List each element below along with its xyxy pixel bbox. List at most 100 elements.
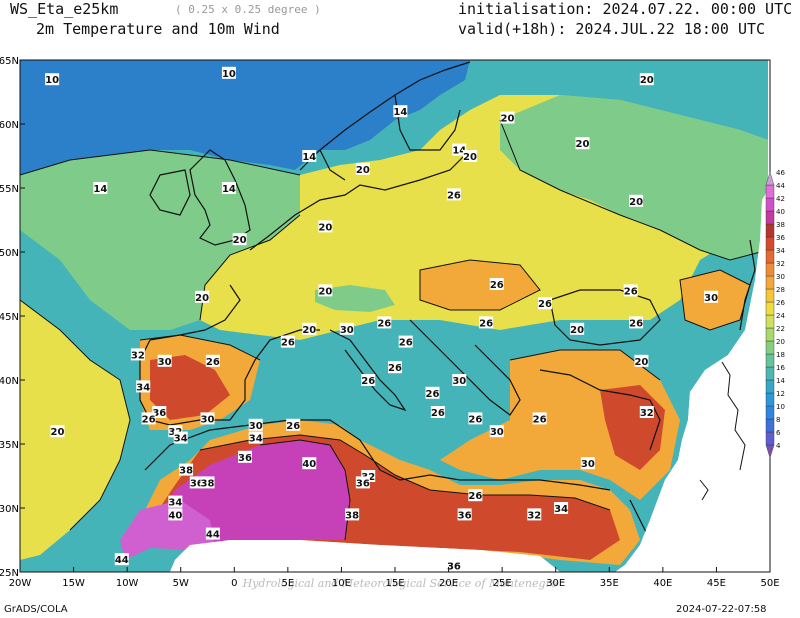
lat-tick-label: 35N	[0, 440, 19, 451]
contour-label: 30	[201, 414, 215, 425]
contour-label-bg	[639, 73, 654, 86]
contour-label-bg	[489, 425, 504, 438]
contour-label: 26	[447, 190, 461, 201]
contour-label: 26	[206, 357, 220, 368]
contour-label-bg	[157, 354, 172, 367]
colorbar-label: 28	[776, 286, 785, 294]
contour-label-bg	[355, 162, 370, 175]
contour-label: 34	[554, 504, 568, 515]
render-timestamp: 2024-07-22-07:58	[676, 604, 767, 615]
lon-tick-label: 25E	[493, 578, 512, 589]
contour-label-bg	[173, 431, 188, 444]
colorbar-swatch	[765, 184, 775, 199]
contour-label: 36	[238, 453, 252, 464]
lat-tick-label: 65N	[0, 56, 19, 67]
outside-domain-south	[170, 540, 560, 572]
contour-label: 20	[302, 325, 316, 336]
lat-tick-label: 60N	[0, 120, 19, 131]
colorbar-swatch	[765, 288, 775, 303]
contour-label-bg	[457, 508, 472, 521]
contour-label-bg	[446, 559, 461, 572]
contour-label-bg	[580, 457, 595, 470]
watermark: Hydrological and Meteorological Service …	[242, 577, 558, 590]
colorbar-swatch	[765, 379, 775, 394]
contour-label: 26	[490, 280, 504, 291]
lon-tick-label: 50E	[760, 578, 779, 589]
contour-label: 26	[431, 408, 445, 419]
contour-label: 38	[179, 466, 193, 477]
lon-tick-label: 20E	[439, 578, 458, 589]
contour-label-bg	[189, 476, 204, 489]
colorbar-label: 30	[776, 273, 785, 281]
contour-label-bg	[318, 284, 333, 297]
colorbar-label: 22	[776, 325, 785, 333]
valid-time: valid(+18h): 2024.JUL.22 18:00 UTC	[458, 20, 766, 38]
init-time: initialisation: 2024.07.22. 00:00 UTC	[458, 0, 793, 18]
contour-label: 40	[168, 510, 182, 521]
contour-label-bg	[302, 150, 317, 162]
lon-tick-label: 20W	[9, 578, 32, 589]
colorbar-swatch	[765, 223, 775, 238]
contour-label-bg	[114, 553, 129, 566]
contour-label: 14	[452, 146, 466, 157]
contour-label-bg	[200, 476, 215, 489]
contour-label: 30	[158, 357, 172, 368]
contour-label-bg	[575, 137, 590, 150]
latitude-axis: 25N 30N 35N 40N 45N 50N 55N 60N 65N	[0, 56, 25, 579]
colorbar: 4681012141618202224262830323436384042444…	[765, 169, 785, 459]
contour-label-bg	[425, 386, 440, 399]
band-green2-fill	[500, 95, 768, 260]
colorbar-swatch	[765, 197, 775, 212]
colorbar-label: 6	[776, 429, 781, 437]
contour-label: 26	[624, 286, 638, 297]
contour-label-bg	[538, 297, 552, 310]
colorbar-label: 8	[776, 416, 780, 424]
contour-label-bg	[200, 412, 215, 425]
contour-label: 20	[195, 293, 209, 304]
contour-label: 38	[201, 478, 215, 489]
contour-label-bg	[623, 284, 638, 297]
contour-label-bg	[130, 348, 145, 361]
contour-label-bg	[639, 406, 654, 418]
contour-label: 14	[302, 152, 316, 163]
contour-label-bg	[704, 290, 719, 303]
lat-tick-label: 55N	[0, 184, 19, 195]
contour-label-bg	[286, 418, 301, 431]
contour-label-bg	[339, 322, 354, 335]
colorbar-swatch	[765, 275, 775, 290]
contour-label: 26	[538, 299, 552, 310]
contour-label-bg	[446, 188, 461, 201]
contour-label: 36	[356, 478, 370, 489]
contour-label-bg	[468, 489, 483, 502]
colorbar-swatch	[765, 392, 775, 407]
colorbar-swatch	[765, 262, 775, 277]
colorbar-swatch	[765, 236, 775, 251]
contour-label: 36	[190, 478, 204, 489]
lon-tick-label: 0	[231, 578, 237, 589]
contour-label-bg	[355, 476, 370, 489]
contour-label-bg	[468, 412, 483, 425]
contour-label: 26	[426, 389, 440, 400]
colorbar-label: 34	[776, 247, 785, 255]
contour-label: 20	[51, 427, 65, 438]
contour-label-bg	[302, 322, 317, 335]
contour-label: 40	[302, 459, 316, 470]
contour-label-bg	[345, 508, 360, 521]
contour-label-bg	[179, 463, 194, 476]
contour-label-bg	[570, 322, 585, 335]
contour-label: 30	[249, 421, 263, 432]
colorbar-label: 42	[776, 195, 785, 203]
contour-label: 34	[136, 382, 150, 393]
contour-label-bg	[398, 335, 413, 348]
contour-label: 36	[447, 562, 461, 573]
contour-label: 20	[318, 286, 332, 297]
contour-label: 30	[340, 325, 354, 336]
lon-tick-label: 30E	[546, 578, 565, 589]
contour-label: 36	[458, 510, 472, 521]
contour-label: 26	[629, 318, 643, 329]
contour-label-bg	[463, 150, 477, 162]
colorbar-label: 44	[776, 182, 785, 190]
colorbar-swatch	[765, 249, 775, 264]
lat-tick-label: 25N	[0, 568, 19, 579]
